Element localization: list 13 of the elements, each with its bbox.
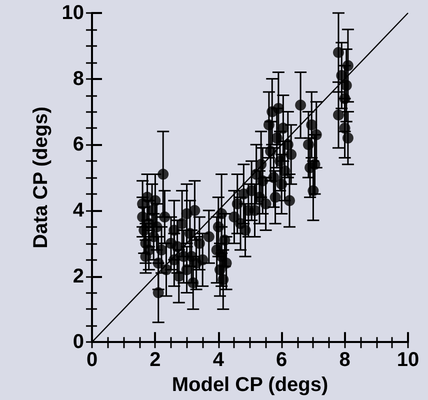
- y-tick-label: 10: [62, 2, 84, 24]
- y-tick-label: 6: [72, 134, 84, 156]
- x-tick-label: 4: [212, 349, 225, 372]
- y-axis-title: Data CP (degs): [30, 106, 52, 248]
- y-tick-label: 0: [72, 331, 84, 354]
- x-tick-label: 6: [276, 349, 288, 372]
- y-tick-label: 2: [72, 265, 84, 288]
- x-tick-label: 8: [339, 349, 350, 372]
- y-tick-label: 8: [72, 68, 84, 90]
- y-tick-label: 4: [72, 199, 85, 222]
- x-axis-title: Model CP (degs): [172, 374, 328, 396]
- x-tick-label: 10: [396, 349, 420, 372]
- x-tick-label: 2: [150, 349, 161, 372]
